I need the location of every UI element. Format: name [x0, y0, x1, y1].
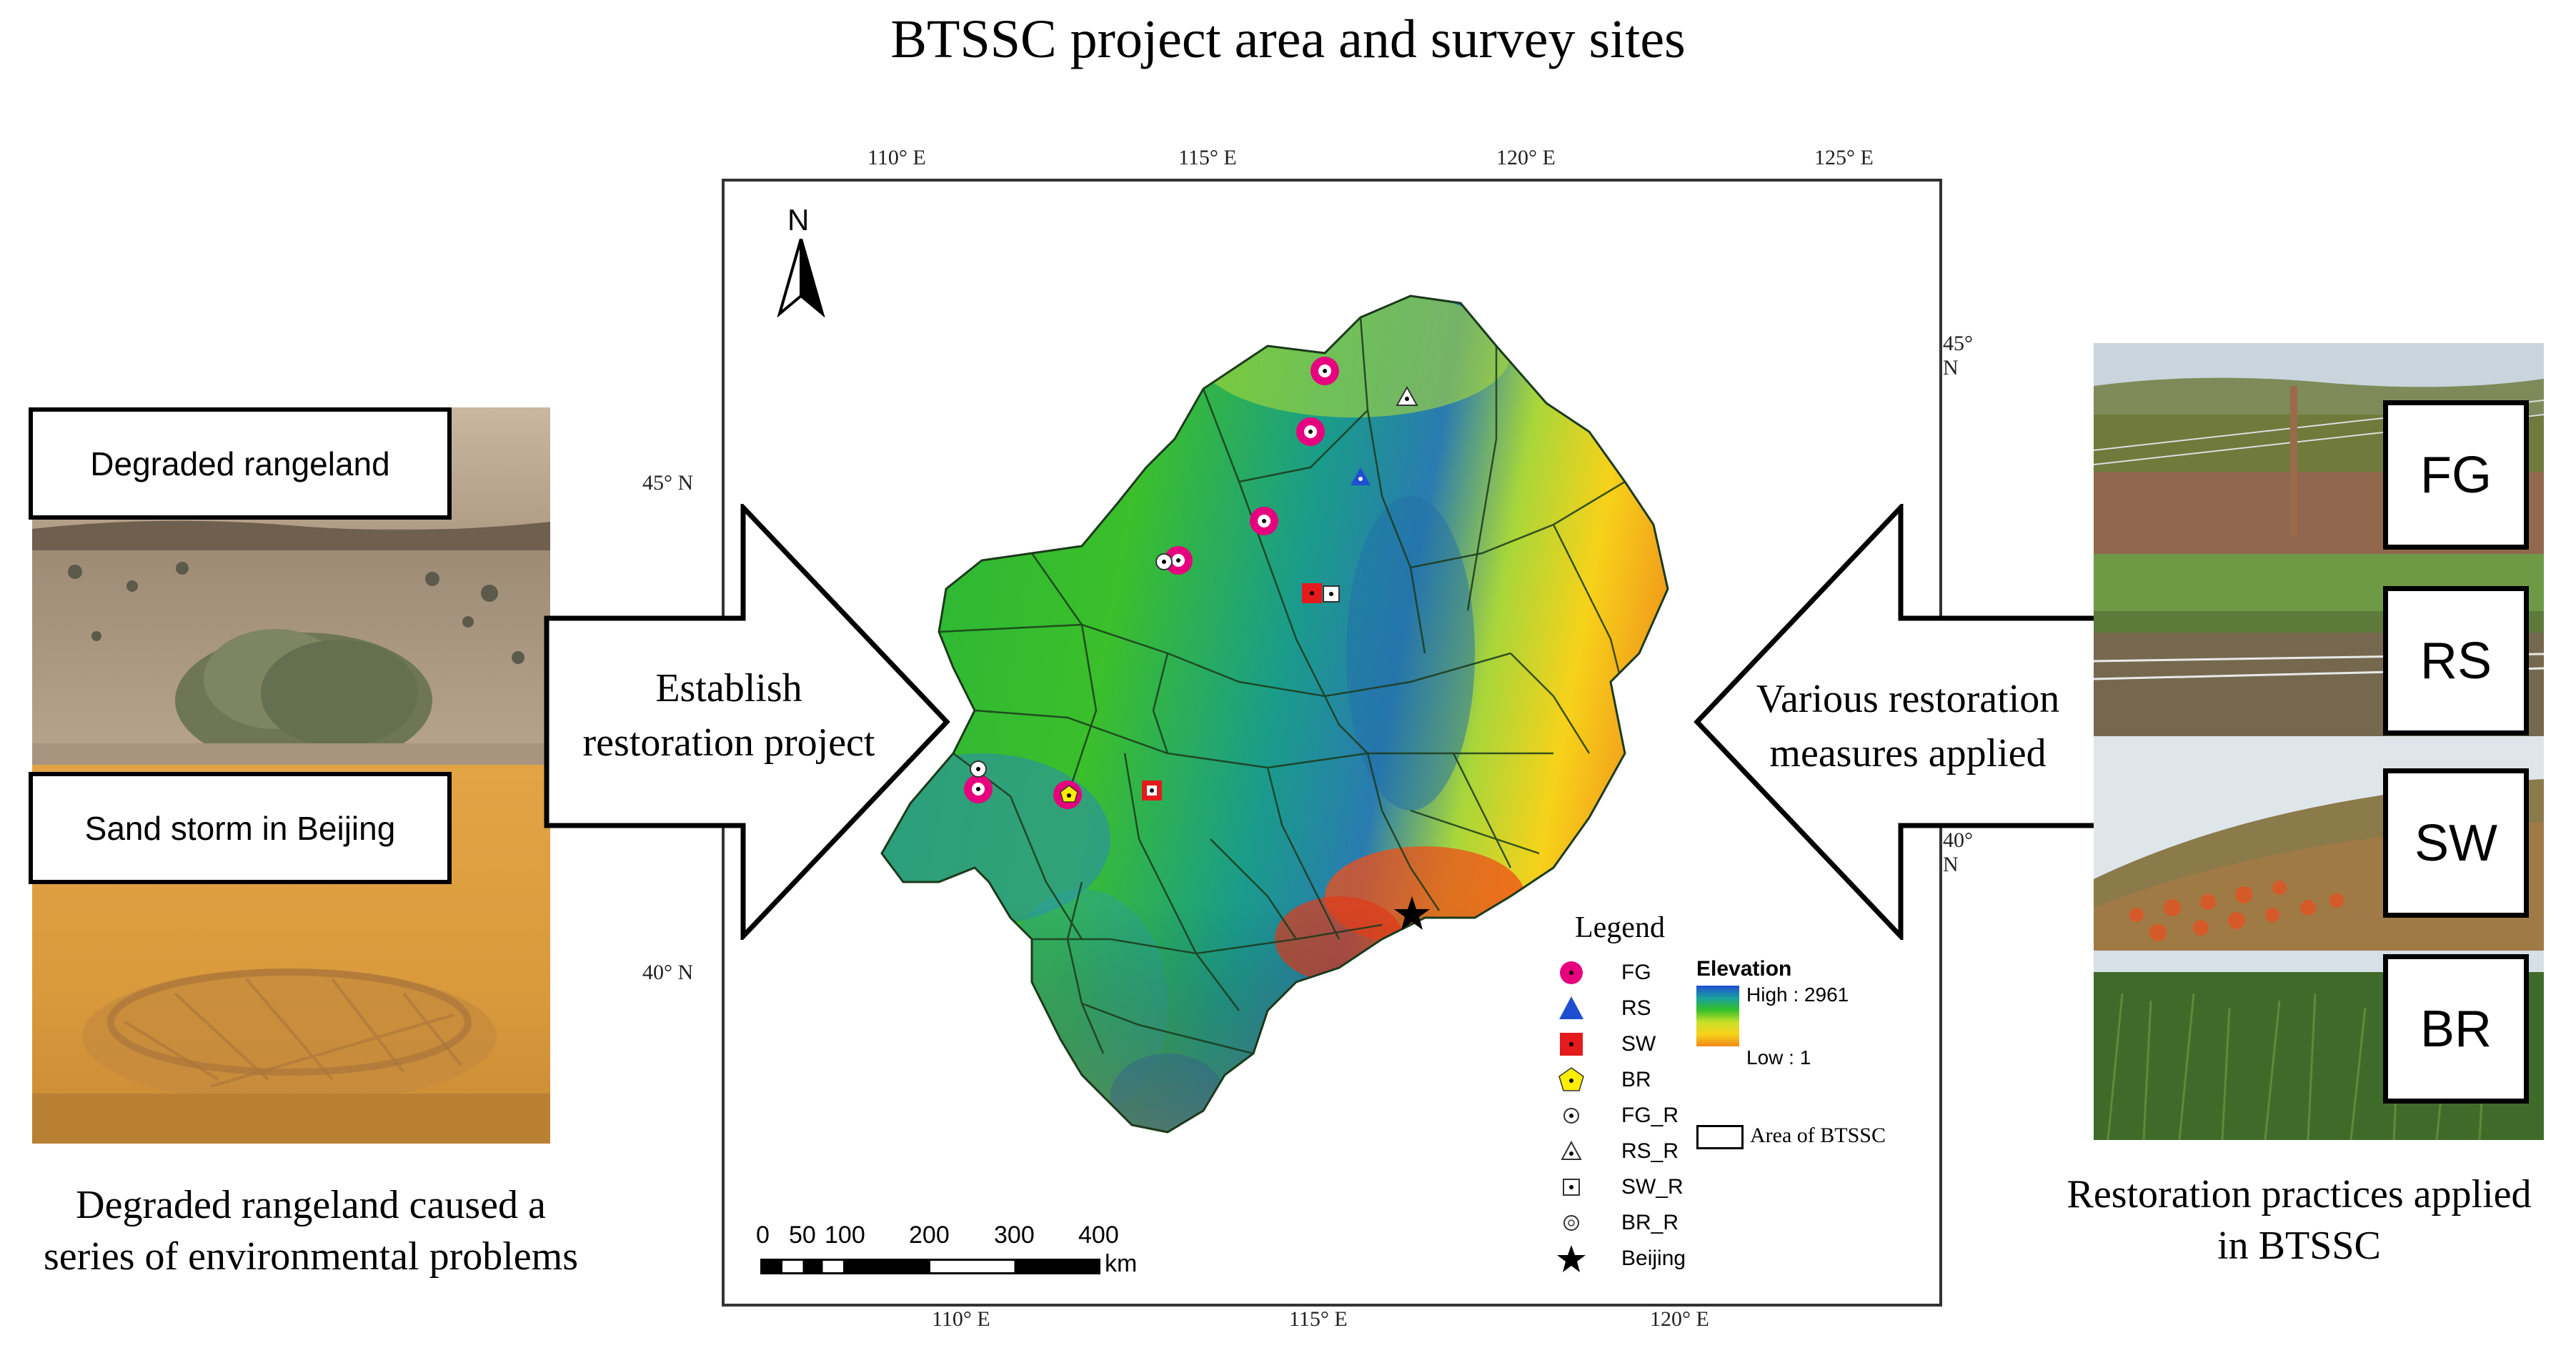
fg-site-marker — [1311, 357, 1339, 385]
measures-line2: measures applied — [1769, 731, 2047, 775]
establish-project-text: Establish restoration project — [543, 661, 915, 770]
rs-r-site-marker — [1396, 385, 1418, 406]
legend-title: Legend — [1575, 911, 1665, 944]
scale-label-0: 0 — [756, 1221, 770, 1249]
left-tick-40: 40° N — [642, 961, 694, 984]
degraded-rangeland-label: Degraded rangeland — [29, 407, 452, 520]
map-legend: Legend FG RS SW BR FG_R RS_R SW_R — [1553, 911, 1925, 1282]
area-swatch — [1696, 1125, 1744, 1149]
right-tick-40: 40° N — [1943, 828, 1973, 876]
legend-fg-r-label: FG_R — [1621, 1104, 1679, 1127]
legend-fg-r-icon — [1563, 1108, 1579, 1124]
area-label: Area of BTSSC — [1750, 1124, 1886, 1147]
legend-rs-r-icon — [1561, 1140, 1582, 1160]
legend-br-label: BR — [1621, 1068, 1651, 1091]
left-caption: Degraded rangeland caused a series of en… — [0, 1179, 622, 1282]
fg-site-marker — [1164, 546, 1193, 575]
elevation-low-label: Low : 1 — [1746, 1046, 1811, 1069]
scale-label-400: 400 — [1078, 1221, 1119, 1249]
left-caption-line2: series of environmental problems — [43, 1234, 578, 1279]
left-pointing-arrow — [1694, 504, 2100, 940]
legend-br-r-icon — [1563, 1215, 1579, 1231]
legend-fg-label: FG — [1621, 961, 1651, 984]
scale-bar: 0 50 100 200 300 400 km — [753, 1221, 1182, 1279]
measures-line1: Various restoration — [1756, 677, 2060, 721]
legend-br-r-label: BR_R — [1621, 1211, 1679, 1234]
sw-site-marker — [1142, 780, 1162, 801]
bottom-tick-115: 115° E — [1289, 1307, 1348, 1331]
scale-label-50: 50 — [789, 1221, 816, 1249]
top-tick-110: 110° E — [867, 146, 926, 169]
sw-r-site-marker — [1323, 585, 1340, 603]
restoration-measures-text: Various restoration measures applied — [1715, 672, 2101, 780]
site-markers — [964, 357, 1430, 930]
right-caption-line2: in BTSSC — [2217, 1224, 2381, 1268]
rs-code-box: RS — [2383, 586, 2529, 735]
legend-rs-label: RS — [1621, 996, 1651, 1020]
fg-site-marker — [1250, 507, 1278, 535]
establish-line1: Establish — [655, 666, 802, 710]
legend-beijing-icon — [1557, 1245, 1586, 1272]
top-tick-115: 115° E — [1178, 146, 1237, 169]
legend-br-icon — [1558, 1067, 1584, 1091]
bottom-tick-120: 120° E — [1650, 1307, 1709, 1331]
elevation-color-ramp — [1696, 986, 1739, 1046]
bottom-tick-110: 110° E — [932, 1307, 990, 1331]
legend-rs-r-label: RS_R — [1621, 1139, 1679, 1163]
fg-site-marker — [964, 775, 993, 803]
rs-site-marker — [1351, 467, 1371, 485]
top-tick-125: 125° E — [1814, 146, 1874, 169]
north-arrow-icon — [777, 239, 825, 317]
sw-code-box: SW — [2383, 768, 2529, 918]
sandstorm-label: Sand storm in Beijing — [29, 772, 452, 884]
fg-r-site-marker — [1155, 553, 1173, 570]
left-caption-line1: Degraded rangeland caused a — [76, 1183, 546, 1227]
legend-beijing-label: Beijing — [1621, 1247, 1686, 1270]
map-frame: 110° E 115° E 120° E 125° E 110° E 115° … — [642, 146, 1973, 1331]
scale-label-200: 200 — [909, 1221, 950, 1249]
establish-line2: restoration project — [582, 720, 875, 765]
br-site-marker — [1060, 785, 1078, 803]
br-code-box: BR — [2383, 954, 2529, 1104]
elevation-title: Elevation — [1696, 957, 1792, 981]
page-title: BTSSC project area and survey sites — [890, 9, 1686, 69]
fg-r-site-marker — [970, 760, 987, 778]
legend-sw-label: SW — [1621, 1032, 1656, 1056]
legend-sw-r-label: SW_R — [1621, 1175, 1684, 1199]
right-pointing-arrow — [544, 504, 950, 940]
north-label: N — [787, 203, 810, 237]
btssc-elevation-map — [880, 294, 1669, 1134]
right-tick-45: 45° N — [1943, 332, 1973, 380]
legend-sw-icon — [1560, 1033, 1583, 1056]
fg-site-marker — [1296, 417, 1325, 446]
beijing-star-icon — [1394, 896, 1430, 930]
scale-label-100: 100 — [825, 1221, 865, 1249]
legend-rs-icon — [1559, 996, 1583, 1019]
scale-bar-graphic — [760, 1259, 1100, 1274]
right-caption: Restoration practices applied in BTSSC — [2022, 1169, 2576, 1272]
legend-fg-icon — [1560, 961, 1583, 984]
legend-sw-r-icon — [1563, 1179, 1580, 1196]
fg-code-box: FG — [2383, 400, 2529, 550]
top-tick-120: 120° E — [1496, 146, 1556, 169]
sw-site-marker — [1302, 583, 1322, 603]
right-caption-line1: Restoration practices applied — [2067, 1172, 2532, 1216]
left-tick-45: 45° N — [642, 471, 694, 495]
scale-unit: km — [1105, 1250, 1138, 1277]
elevation-high-label: High : 2961 — [1746, 983, 1849, 1006]
scale-label-300: 300 — [994, 1221, 1035, 1249]
